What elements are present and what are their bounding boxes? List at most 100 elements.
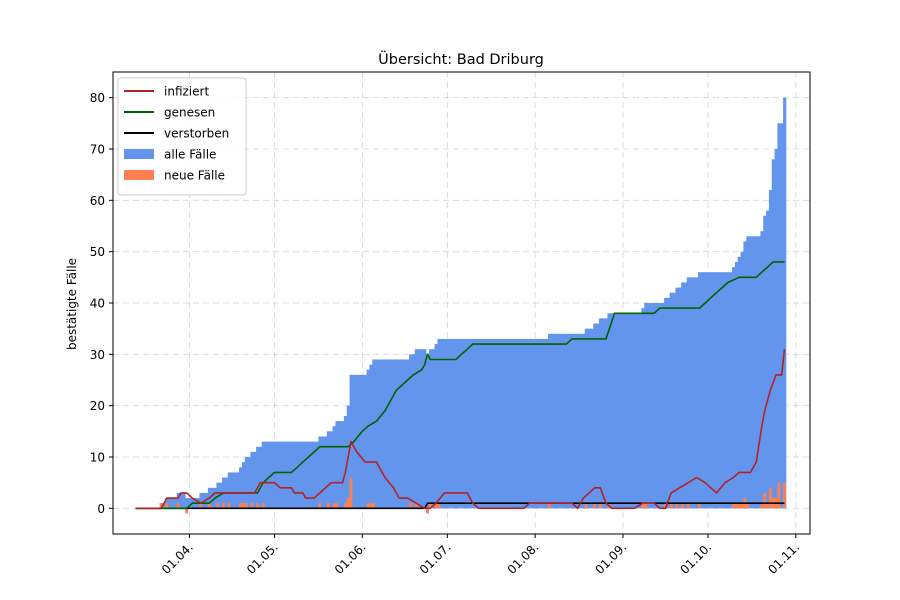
bar-all-cases — [706, 272, 710, 509]
bar-new-cases — [335, 503, 339, 509]
bar-all-cases — [522, 338, 526, 509]
bar-new-cases — [369, 503, 373, 509]
bar-all-cases — [545, 338, 549, 509]
bar-all-cases — [621, 313, 625, 509]
bar-all-cases — [329, 431, 333, 509]
bar-all-cases — [760, 231, 764, 509]
bar-new-cases — [732, 503, 735, 509]
bar-all-cases — [749, 236, 753, 509]
bar-all-cases — [570, 333, 574, 509]
bar-all-cases — [579, 333, 583, 509]
bar-all-cases — [241, 462, 246, 509]
bar-new-cases — [428, 503, 432, 509]
bar-all-cases — [171, 498, 175, 509]
bar-all-cases — [780, 123, 784, 509]
bar-all-cases — [304, 441, 308, 509]
bar-all-cases — [607, 313, 611, 509]
bar-all-cases — [250, 451, 254, 509]
bar-all-cases — [290, 441, 294, 509]
bar-all-cases — [343, 415, 348, 509]
bar-new-cases — [675, 503, 679, 509]
bar-all-cases — [474, 338, 478, 509]
bar-new-cases — [372, 503, 376, 509]
bar-new-cases — [584, 503, 588, 509]
bar-all-cases — [494, 338, 498, 509]
bar-all-cases — [411, 354, 416, 509]
bar-new-cases — [261, 503, 265, 509]
bar-all-cases — [386, 359, 390, 509]
bar-new-cases — [644, 503, 648, 509]
bar-all-cases — [182, 492, 186, 509]
bar-all-cases — [624, 313, 628, 509]
bar-all-cases — [281, 441, 285, 509]
bar-all-cases — [309, 441, 314, 509]
bar-all-cases — [533, 338, 537, 509]
bar-all-cases — [513, 338, 518, 509]
x-tick-label: 01.09. — [592, 540, 629, 577]
bar-all-cases — [253, 451, 257, 509]
y-tick-label: 30 — [90, 348, 105, 362]
legend-label: infiziert — [164, 85, 209, 99]
bar-all-cases — [581, 333, 586, 509]
bar-all-cases — [372, 359, 376, 509]
bar-new-cases — [241, 503, 245, 509]
x-tick-label: 01.10. — [677, 540, 714, 577]
bar-all-cases — [477, 338, 481, 509]
bar-all-cases — [737, 256, 741, 509]
legend: infiziert genesen verstorben alle Fälle neue… — [117, 77, 247, 196]
bar-all-cases — [355, 374, 359, 509]
bar-all-cases — [536, 338, 540, 509]
bar-all-cases — [219, 482, 223, 509]
bar-all-cases — [590, 328, 594, 509]
bar-new-cases — [641, 503, 645, 509]
bar-all-cases — [236, 472, 240, 509]
bar-all-cases — [326, 431, 331, 509]
y-tick-label: 20 — [90, 399, 105, 413]
bar-all-cases — [717, 272, 722, 509]
bar-all-cases — [239, 467, 243, 509]
bar-new-cases — [414, 503, 418, 509]
bar-all-cases — [720, 272, 724, 509]
bar-all-cases — [525, 338, 529, 509]
line-infiziert — [135, 349, 786, 510]
bar-new-cases — [734, 503, 738, 509]
bar-all-cases — [766, 210, 770, 509]
bar-all-cases — [698, 272, 702, 509]
bar-all-cases — [233, 472, 237, 509]
bar-all-cases — [499, 338, 503, 509]
bar-all-cases — [734, 261, 739, 509]
bar-all-cases — [542, 338, 546, 509]
y-tick-label: 0 — [97, 502, 105, 516]
bar-all-cases — [278, 441, 282, 509]
x-axis: 01.04. 01.05. 01.06. 01.07. 01.08. 01.09. 01.1… — [159, 534, 802, 577]
bar-all-cases — [664, 297, 668, 509]
bar-all-cases — [185, 498, 189, 509]
bar-all-cases — [406, 359, 410, 509]
bar-all-cases — [638, 313, 642, 509]
bar-new-cases — [176, 503, 180, 509]
bar-all-cases — [613, 313, 617, 509]
bar-all-cases — [380, 359, 384, 509]
bar-new-cases — [437, 503, 441, 509]
y-tick-label: 10 — [90, 451, 105, 465]
bar-new-cases — [199, 503, 203, 509]
bar-all-cases — [284, 441, 288, 509]
bar-new-cases — [593, 503, 597, 509]
bar-all-cases — [692, 277, 696, 509]
bar-all-cases — [649, 303, 654, 509]
legend-label: genesen — [164, 106, 215, 120]
bar-new-cases — [783, 482, 786, 509]
bar-all-cases — [550, 333, 554, 509]
bar-all-cases — [491, 338, 495, 509]
bar-all-cases — [746, 236, 750, 509]
bar-all-cases — [505, 338, 509, 509]
bar-all-cases — [576, 333, 580, 509]
bar-all-cases — [754, 236, 758, 509]
bar-all-cases — [247, 457, 251, 509]
bar-new-cases — [244, 503, 248, 509]
bar-all-cases — [460, 338, 464, 509]
bar-all-cases — [630, 313, 634, 509]
bar-all-cases — [627, 313, 631, 509]
bar-all-cases — [763, 215, 767, 509]
bar-all-cases — [307, 441, 311, 509]
